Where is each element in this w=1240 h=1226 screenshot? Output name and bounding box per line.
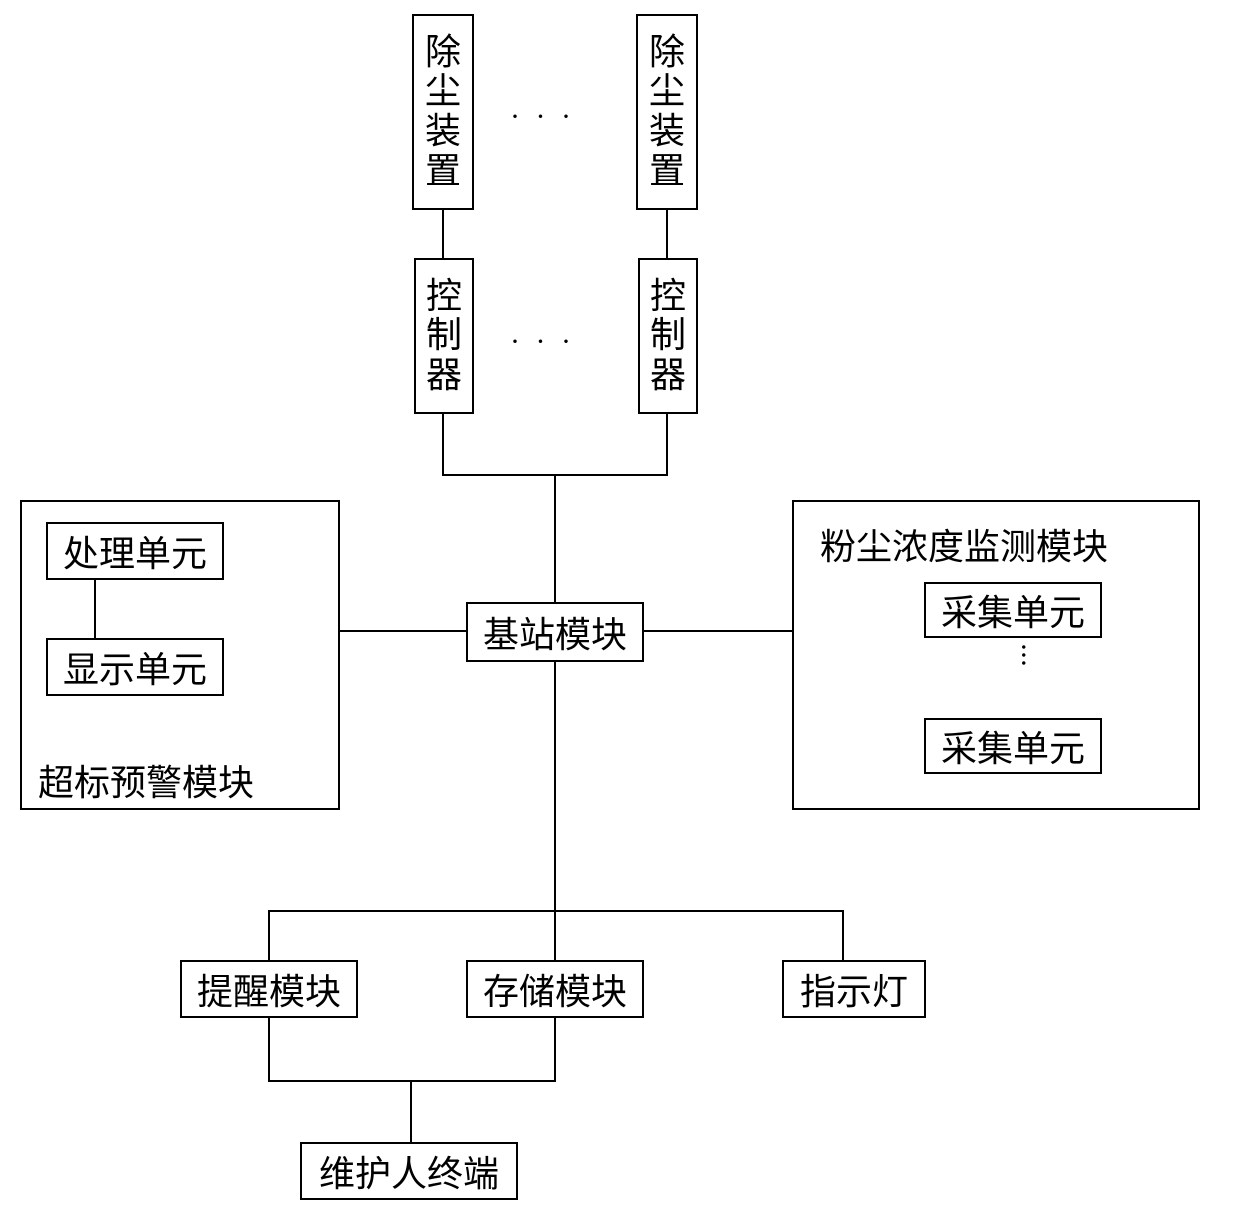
dust-device-1: 除尘装置 [412,14,474,210]
vdots-collect: ··· [1006,642,1040,712]
maintainer-terminal: 维护人终端 [300,1142,518,1200]
indicator-light: 指示灯 [782,960,926,1018]
display-unit: 显示单元 [46,638,224,696]
storage-module: 存储模块 [466,960,644,1018]
warning-module-label: 超标预警模块 [38,754,254,806]
process-unit: 处理单元 [46,522,224,580]
dots-controllers: · · · [510,325,575,359]
collect-unit-2: 采集单元 [924,718,1102,774]
collect-unit-1: 采集单元 [924,582,1102,638]
dust-device-2: 除尘装置 [636,14,698,210]
dust-monitor-label: 粉尘浓度监测模块 [820,518,1108,570]
controller-2: 控制器 [638,258,698,414]
controller-1: 控制器 [414,258,474,414]
reminder-module: 提醒模块 [180,960,358,1018]
dots-top: · · · [510,100,575,134]
base-station: 基站模块 [466,602,644,662]
